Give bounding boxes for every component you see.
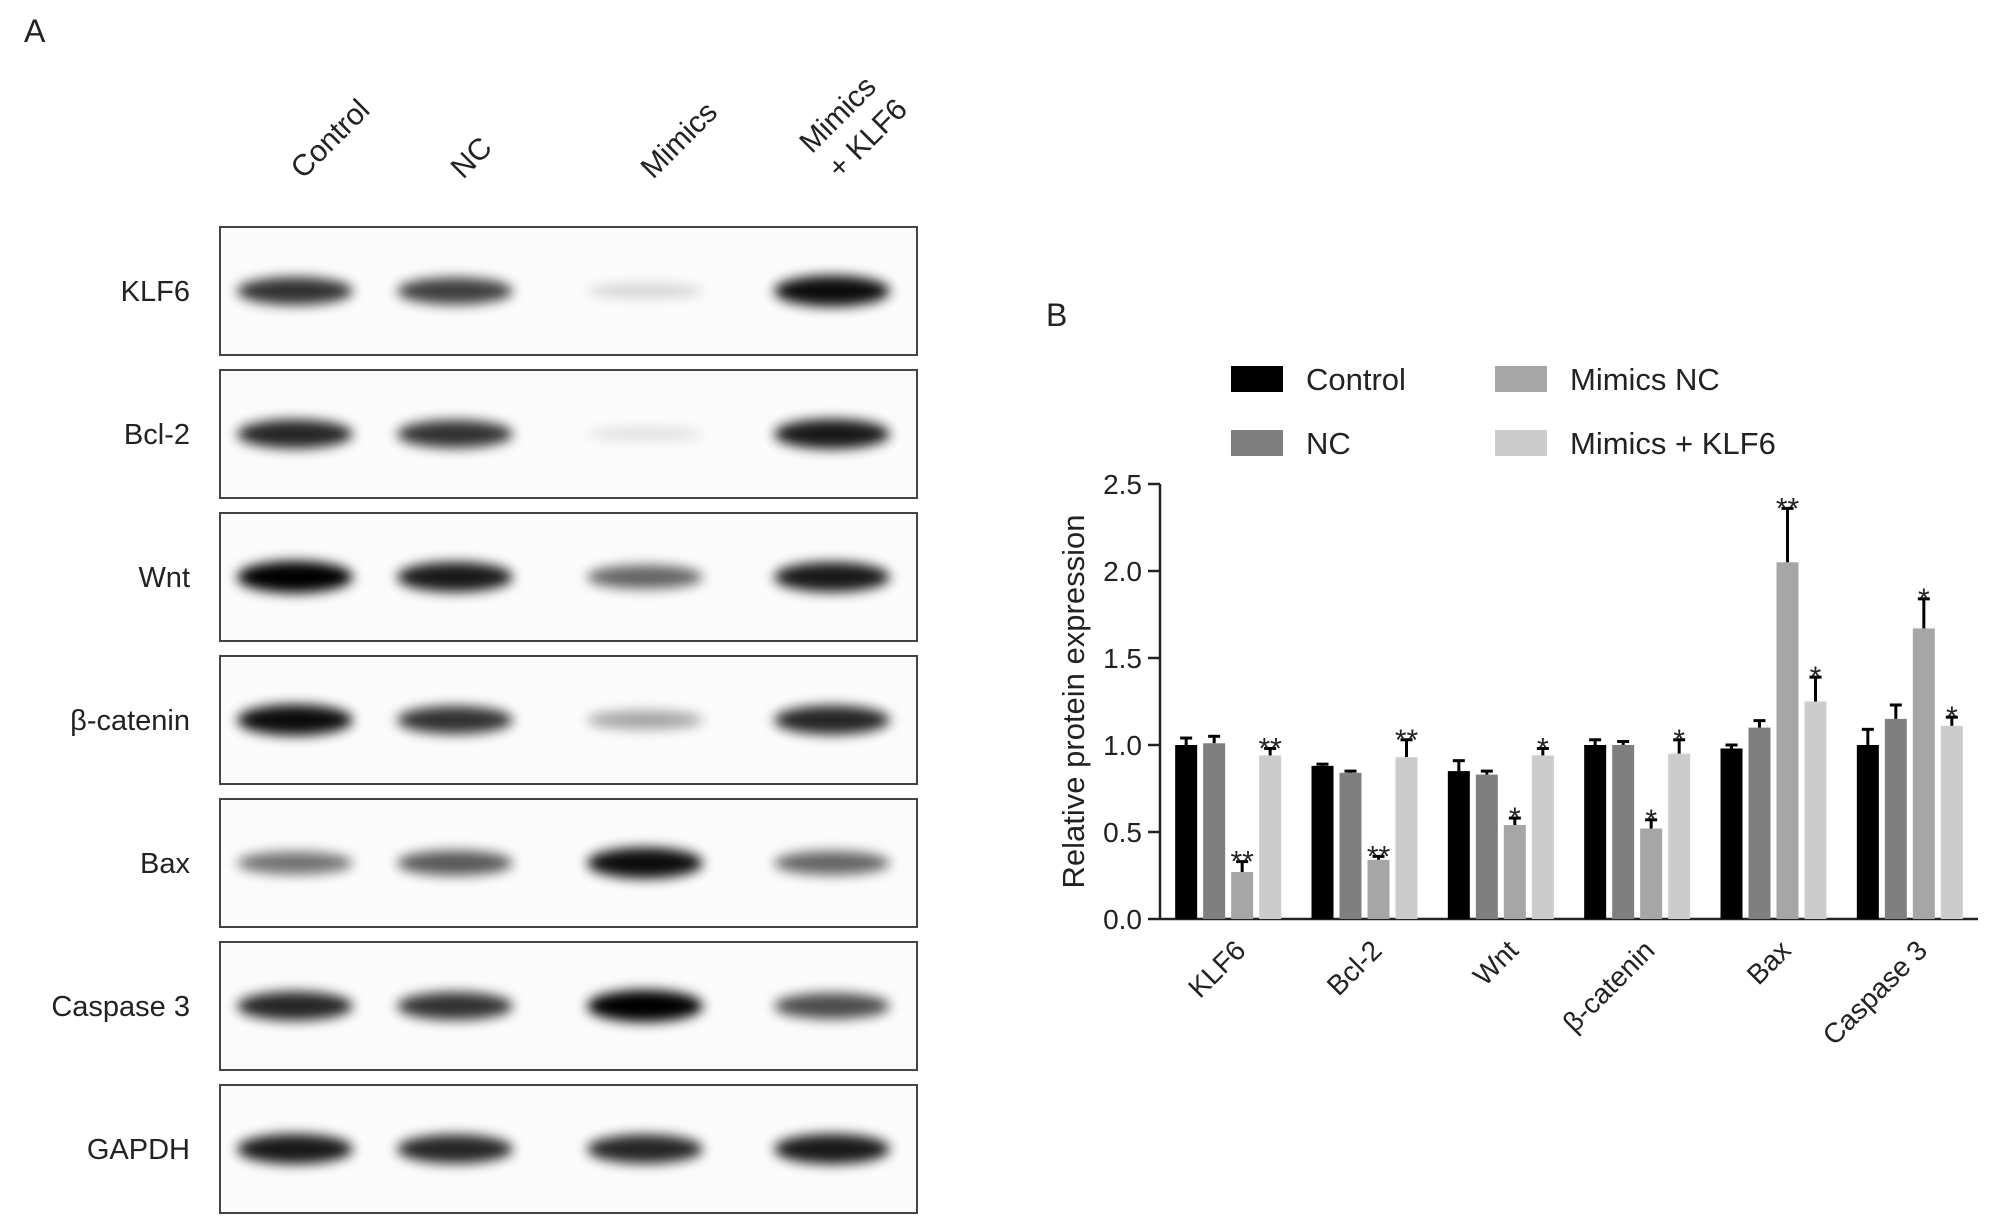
y-tick-label: 2.0 — [1103, 556, 1142, 587]
bar — [1776, 562, 1799, 919]
band — [237, 419, 353, 449]
y-tick-label: 0.5 — [1103, 817, 1142, 848]
band — [237, 991, 353, 1021]
band — [587, 427, 703, 441]
y-tick-label: 1.5 — [1103, 643, 1142, 674]
band — [237, 1134, 353, 1164]
significance: ** — [1258, 732, 1282, 765]
band — [774, 562, 890, 592]
panel-label: A — [24, 13, 46, 49]
band — [397, 277, 513, 305]
bar — [1748, 727, 1771, 919]
bar — [1884, 718, 1907, 919]
bar — [1531, 755, 1554, 919]
band — [397, 992, 513, 1020]
bar — [1395, 757, 1418, 919]
bar — [1503, 825, 1526, 919]
significance: ** — [1367, 840, 1391, 873]
band — [237, 851, 353, 875]
band — [774, 419, 890, 449]
band — [774, 275, 890, 307]
bar — [1259, 755, 1282, 919]
bar — [1940, 725, 1963, 919]
bar — [1804, 701, 1827, 919]
y-axis-label: Relative protein expression — [1056, 515, 1091, 889]
legend-label: Control — [1306, 362, 1406, 397]
bar — [1339, 772, 1362, 919]
band — [587, 710, 703, 730]
bar — [1640, 828, 1663, 919]
bar — [1720, 748, 1743, 919]
band — [774, 851, 890, 875]
row-label: β-catenin — [70, 705, 190, 737]
significance: * — [1810, 661, 1822, 694]
legend-swatch — [1231, 430, 1283, 456]
bar — [1203, 743, 1226, 919]
bar — [1447, 771, 1470, 919]
band — [397, 1134, 513, 1164]
band — [397, 850, 513, 876]
legend-label: Mimics + KLF6 — [1570, 426, 1776, 461]
bar — [1311, 765, 1334, 919]
band — [587, 1134, 703, 1164]
legend-label: NC — [1306, 426, 1351, 461]
significance: * — [1537, 732, 1549, 765]
row-label: Bax — [140, 848, 190, 880]
band — [587, 847, 703, 879]
bar — [1612, 745, 1635, 919]
significance: * — [1509, 802, 1521, 835]
bar — [1231, 872, 1254, 919]
y-tick-label: 1.0 — [1103, 730, 1142, 761]
band — [774, 705, 890, 735]
row-label: GAPDH — [87, 1134, 190, 1166]
bar — [1475, 774, 1498, 919]
significance: * — [1645, 804, 1657, 837]
band — [587, 990, 703, 1022]
bar — [1912, 628, 1935, 919]
significance: ** — [1230, 846, 1254, 879]
band — [237, 704, 353, 736]
legend-swatch — [1495, 366, 1547, 392]
row-label: Caspase 3 — [51, 991, 190, 1023]
y-tick-label: 0.0 — [1103, 904, 1142, 935]
band — [587, 565, 703, 589]
significance: ** — [1395, 724, 1419, 757]
band — [397, 562, 513, 592]
band — [774, 1134, 890, 1164]
bar — [1175, 745, 1198, 919]
band — [397, 420, 513, 448]
significance: * — [1918, 583, 1930, 616]
y-tick-label: 2.5 — [1103, 469, 1142, 500]
band — [237, 561, 353, 593]
significance: * — [1673, 724, 1685, 757]
band — [774, 993, 890, 1019]
row-label: Bcl-2 — [124, 419, 190, 451]
legend-swatch — [1495, 430, 1547, 456]
row-label: KLF6 — [121, 276, 190, 308]
bar — [1856, 745, 1879, 919]
bar — [1668, 753, 1691, 919]
legend-swatch — [1231, 366, 1283, 392]
panel-label: B — [1046, 297, 1067, 333]
band — [587, 283, 703, 299]
band — [397, 706, 513, 734]
bar — [1584, 745, 1607, 919]
bar — [1367, 859, 1390, 919]
significance: * — [1946, 701, 1958, 734]
legend-label: Mimics NC — [1570, 362, 1720, 397]
significance: ** — [1776, 492, 1800, 525]
row-label: Wnt — [138, 562, 190, 594]
band — [237, 277, 353, 305]
